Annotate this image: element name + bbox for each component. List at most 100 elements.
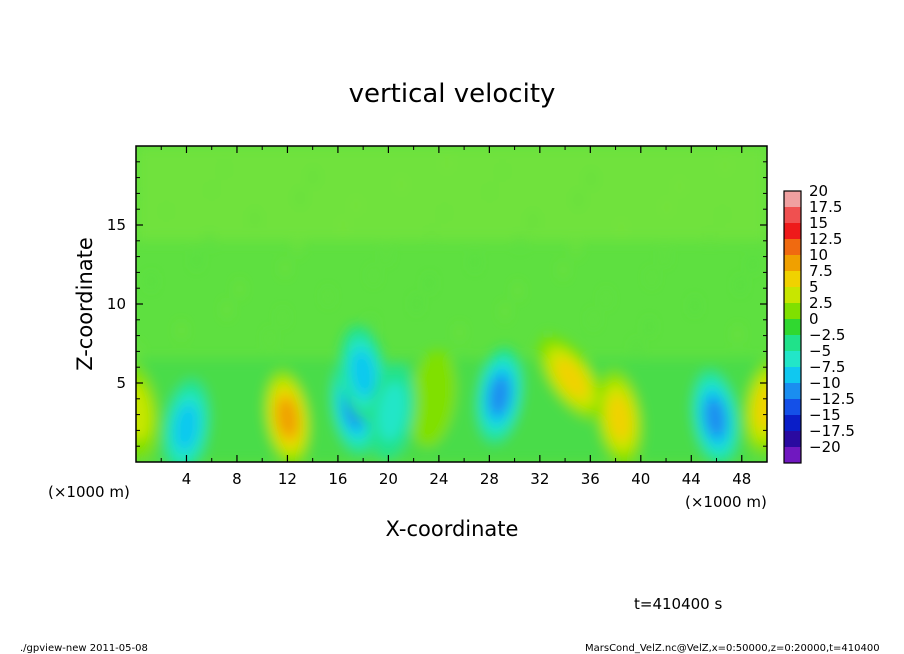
heatmap-streak [591, 310, 596, 329]
downdraft-feature [475, 347, 523, 445]
colorbar-label: −10 [809, 374, 841, 392]
footer-left: ./gpview-new 2011-05-08 [20, 643, 148, 654]
colorbar-label: 10 [809, 246, 828, 264]
colorbar-swatch [784, 223, 801, 240]
x-tick-label: 28 [480, 470, 499, 488]
heatmap-upper-band [136, 146, 767, 241]
colorbar-swatch [784, 207, 801, 224]
heatmap-streak [677, 177, 682, 196]
heatmap-streak [472, 253, 477, 272]
heatmap-streak [222, 160, 227, 179]
heatmap-streak [720, 205, 725, 224]
heatmap-streak [207, 230, 212, 249]
heatmap-streak [368, 315, 374, 334]
heatmap-streak [737, 276, 743, 295]
heatmap-streak [297, 188, 303, 207]
x-tick-label: 40 [631, 470, 650, 488]
colorbar-swatch [784, 271, 801, 288]
heatmap-streak [487, 183, 493, 202]
x-tick-label: 8 [232, 470, 242, 488]
x-tick-label: 24 [429, 470, 448, 488]
heatmap-streak [310, 167, 316, 186]
updraft-feature [537, 336, 606, 421]
colorbar-label: 7.5 [809, 262, 833, 280]
heatmap-streak [560, 260, 566, 279]
colorbar-label: −15 [809, 406, 841, 424]
updraft-contour [554, 357, 589, 399]
heatmap-streak [457, 323, 462, 342]
x-tick-label: 36 [581, 470, 600, 488]
heatmap-streak [664, 198, 669, 217]
x-axis-label: X-coordinate [386, 517, 519, 541]
heatmap-streak [341, 217, 346, 236]
heatmap-streak [237, 279, 242, 298]
colorbar-label: 5 [809, 278, 819, 296]
heatmap-streak [224, 300, 230, 319]
updraft-contour [276, 397, 299, 439]
colorbar-swatch [784, 191, 801, 208]
updraft-contour [136, 362, 160, 461]
heatmap-streak [384, 245, 389, 264]
heatmap-streak [500, 162, 505, 181]
y-axis-label: Z-coordinate [73, 237, 97, 371]
downdraft-contour [377, 381, 408, 442]
x-tick-label: 48 [732, 470, 751, 488]
downdraft-feature [368, 362, 416, 461]
colorbar-swatch [784, 447, 801, 464]
colorbar-swatch [784, 351, 801, 368]
x-tick-label: 32 [530, 470, 549, 488]
heatmap-streak [194, 251, 199, 270]
heatmap-streak [576, 190, 581, 209]
x-tick-label: 4 [182, 470, 192, 488]
heatmap-streak [136, 185, 140, 204]
y-tick-label: 10 [107, 295, 126, 313]
time-label: t=410400 s [634, 595, 722, 613]
heatmap-streak [280, 308, 285, 327]
heatmap-streak [444, 154, 450, 173]
downdraft-contour [174, 403, 199, 451]
heatmap-streak [325, 287, 331, 306]
heatmap-streak [353, 196, 359, 215]
colorbar-swatch [784, 431, 801, 448]
downdraft-contour [704, 397, 726, 439]
heatmap-streak [735, 325, 740, 344]
x-tick-label: 12 [278, 470, 297, 488]
x-tick-label: 16 [328, 470, 347, 488]
heatmap-streak [502, 302, 508, 321]
colorbar-label: −12.5 [809, 390, 855, 408]
colorbar-label: 12.5 [809, 230, 842, 248]
colorbar-swatch [784, 303, 801, 320]
updraft-feature [595, 369, 643, 462]
y-axis-ticks: 5 10 15 [107, 161, 767, 447]
colorbar-label: 20 [809, 182, 828, 200]
heatmap-streak [588, 169, 594, 188]
colorbar-swatch [784, 399, 801, 416]
downdraft-contour [351, 349, 376, 398]
heatmap-streak [252, 209, 257, 228]
colorbar-swatch [784, 319, 801, 336]
heatmap-streak [429, 224, 434, 243]
heatmap-streak [179, 321, 184, 340]
heatmap-streak [604, 289, 609, 308]
x-scale-note-left: (×1000 m) [48, 483, 130, 501]
heatmap-streak [164, 202, 169, 221]
y-tick-label: 15 [107, 216, 126, 234]
colorbar: 2017.51512.5107.552.50−2.5−5−7.5−10−12.5… [783, 182, 855, 464]
heatmap-streak [649, 268, 654, 287]
colorbar-label: −2.5 [809, 326, 845, 344]
colorbar-label: 2.5 [809, 294, 833, 312]
heatmap-streak [267, 329, 273, 348]
heatmap-streak [427, 274, 432, 293]
updraft-contour [607, 394, 632, 442]
colorbar-swatch [784, 367, 801, 384]
heatmap-streak [662, 247, 667, 266]
heatmap-streak [515, 281, 520, 300]
heatmap-streak [573, 240, 579, 259]
heatmap-streak [371, 266, 376, 285]
x-tick-label: 44 [682, 470, 701, 488]
downdraft-contour [488, 375, 511, 417]
colorbar-label: −7.5 [809, 358, 845, 376]
colorbar-label: 0 [809, 310, 819, 328]
colorbar-label: −20 [809, 438, 841, 456]
